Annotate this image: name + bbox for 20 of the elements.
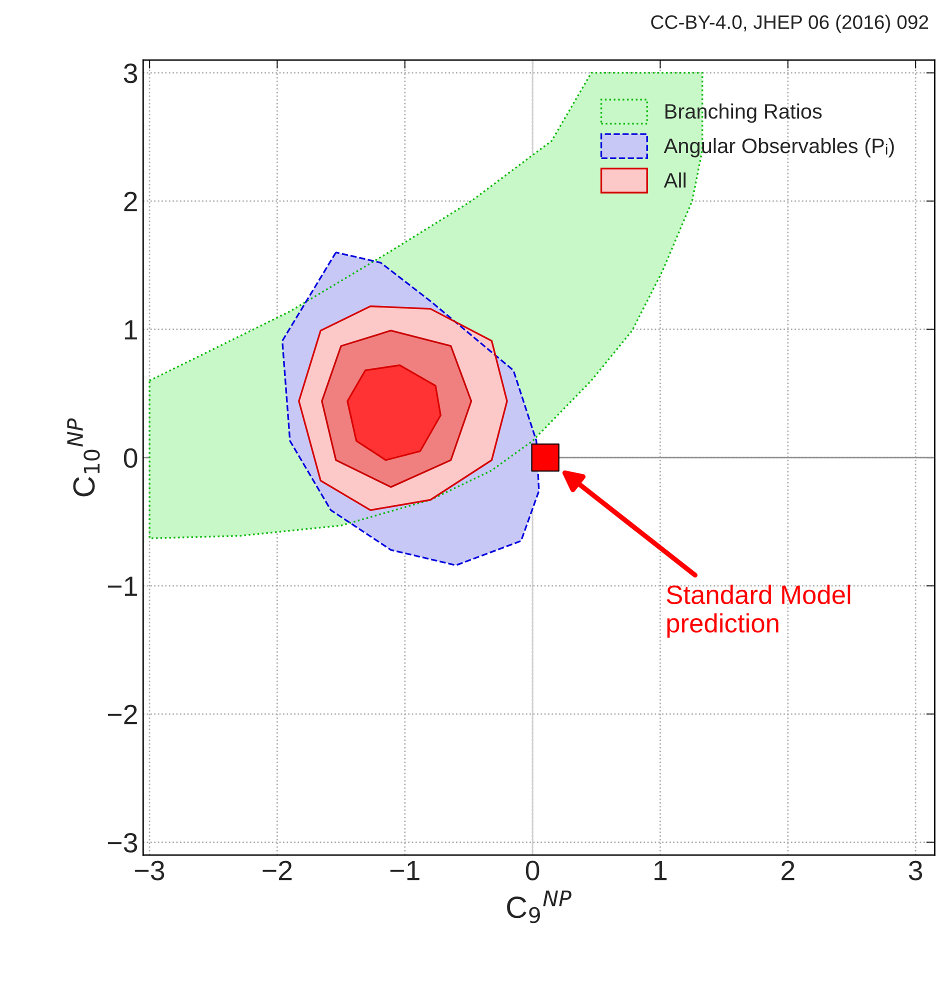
legend-label: Angular Observables (Pᵢ) <box>664 138 894 158</box>
x-tick-label: −1 <box>390 860 420 880</box>
y-tick-label: −1 <box>108 576 137 596</box>
y-tick-label: −2 <box>108 704 137 724</box>
x-tick-label: 2 <box>782 860 794 880</box>
x-tick-label: 0 <box>526 860 540 880</box>
x-tick-label: 3 <box>908 860 922 880</box>
annotation: Standard Model prediction <box>666 584 850 638</box>
y-tick-label: 1 <box>124 320 137 340</box>
text: CC-BY-4.0, JHEP 06 (2016) 092 <box>651 14 928 33</box>
legend-label: Branching Ratios <box>665 103 822 123</box>
x-tick-label: −2 <box>262 860 292 880</box>
x-axis-title: C$_{9}$$^{NP}$ <box>507 890 572 924</box>
x-tick-label: 1 <box>654 860 667 880</box>
y-tick-label: −3 <box>108 832 138 853</box>
y-tick-label: 2 <box>124 192 137 212</box>
y-tick-label: 3 <box>124 64 138 84</box>
y-tick-label: 0 <box>124 448 138 468</box>
y-axis-title: C$_{10}$$^{NP}$ <box>67 418 100 496</box>
legend-label: All <box>664 172 686 188</box>
